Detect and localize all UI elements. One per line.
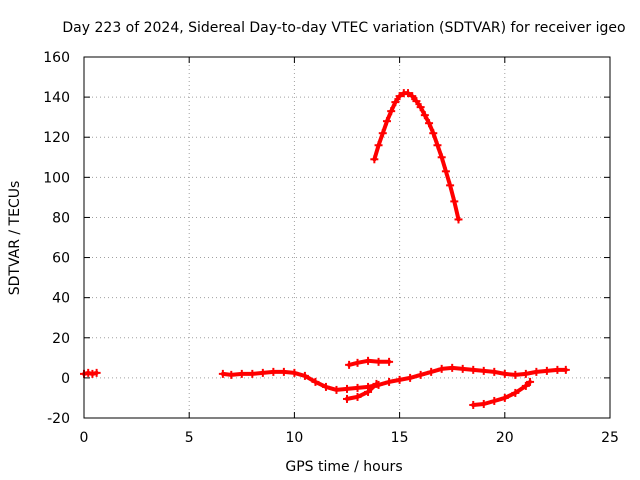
y-axis-label: SDTVAR / TECUs	[7, 181, 23, 296]
grid-lines	[84, 57, 610, 418]
y-tick-label: 20	[52, 331, 70, 347]
y-tick-label: 80	[52, 210, 70, 226]
series-line	[220, 365, 568, 392]
y-tick-label: 0	[61, 371, 70, 387]
x-tick-labels: 0 5 10 15 20 25	[80, 430, 619, 446]
y-tick-labels: -20 0 20 40 60 80 100 120 140 160	[43, 50, 70, 427]
series-3	[345, 356, 394, 369]
data-series	[80, 89, 570, 409]
x-tick-label: 10	[285, 430, 303, 446]
series-5	[469, 377, 535, 409]
x-tick-label: 20	[496, 430, 514, 446]
axis-ticks	[83, 56, 611, 419]
series-4	[343, 379, 381, 403]
series-0	[370, 89, 463, 224]
x-axis-label: GPS time / hours	[285, 459, 402, 475]
y-tick-label: 140	[43, 90, 70, 106]
x-tick-label: 25	[601, 430, 619, 446]
plot-frame	[83, 56, 611, 419]
series-1	[80, 368, 101, 378]
x-tick-label: 15	[391, 430, 409, 446]
y-tick-label: 100	[43, 170, 70, 186]
y-tick-label: 40	[52, 291, 70, 307]
y-tick-label: 120	[43, 130, 70, 146]
x-tick-label: 5	[185, 430, 194, 446]
series-2	[218, 363, 570, 394]
series-line	[372, 91, 461, 222]
series-line	[345, 381, 379, 401]
series-line	[471, 379, 532, 407]
y-tick-label: 160	[43, 50, 70, 66]
y-tick-label: -20	[47, 411, 70, 427]
y-tick-label: 60	[52, 251, 70, 267]
x-tick-label: 0	[80, 430, 89, 446]
chart-title: Day 223 of 2024, Sidereal Day-to-day VTE…	[62, 20, 625, 36]
